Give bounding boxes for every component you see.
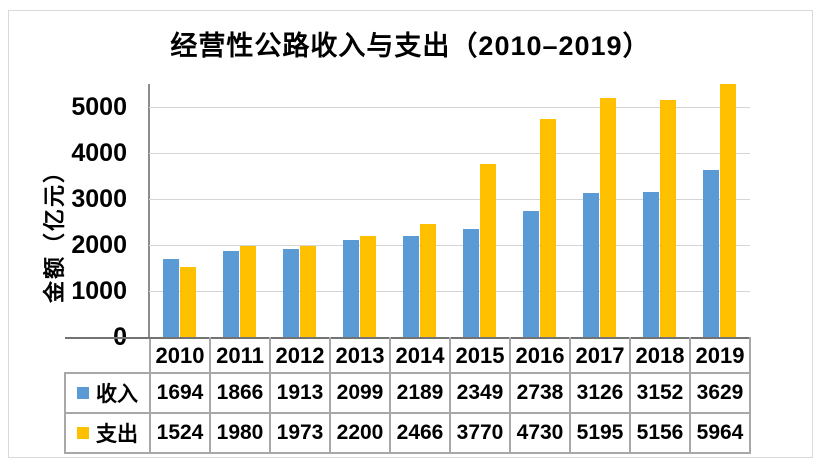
y-tick-2000: 2000 — [71, 231, 127, 259]
bar-expense-2017 — [600, 98, 617, 337]
bar-income-2011 — [222, 251, 239, 337]
value-cell-income-2010: 1694 — [149, 372, 211, 414]
series-name-expense: 支出 — [96, 423, 138, 446]
bar-group-2017 — [570, 84, 630, 337]
value-cell-expense-2011: 1980 — [209, 412, 271, 454]
year-cell-2018: 2018 — [629, 337, 691, 374]
value-cell-expense-2017: 5195 — [569, 412, 631, 454]
year-cell-2019: 2019 — [689, 337, 751, 374]
bar-income-2018 — [643, 192, 660, 337]
gridline-4000 — [149, 153, 750, 154]
value-cell-income-2013: 2099 — [329, 372, 391, 414]
gridline-2000 — [149, 245, 750, 246]
value-cell-income-2019: 3629 — [689, 372, 751, 414]
bar-income-2015 — [463, 228, 480, 337]
year-header-row: 2010 2011 2012 2013 2014 2015 2016 2017 2018 2019 — [65, 337, 751, 374]
value-cell-income-2016: 2738 — [509, 372, 571, 414]
bar-expense-2012 — [299, 246, 316, 337]
bar-group-2014 — [389, 84, 449, 337]
value-cell-expense-2012: 1973 — [269, 412, 331, 454]
bar-expense-2019 — [720, 84, 737, 337]
series-label-wrap-income: 收入 — [66, 378, 149, 408]
bar-expense-2018 — [660, 99, 677, 337]
bar-expense-2011 — [239, 245, 256, 337]
bar-expense-2016 — [540, 119, 557, 337]
y-tick-4000: 4000 — [71, 139, 127, 167]
year-cell-2012: 2012 — [269, 337, 331, 374]
bar-expense-2014 — [419, 223, 436, 337]
value-cell-income-2018: 3152 — [629, 372, 691, 414]
bar-income-2013 — [342, 240, 359, 337]
value-cell-expense-2014: 2466 — [389, 412, 451, 454]
value-cell-expense-2016: 4730 — [509, 412, 571, 454]
year-cell-2013: 2013 — [329, 337, 391, 374]
value-cell-income-2014: 2189 — [389, 372, 451, 414]
value-cell-expense-2015: 3770 — [449, 412, 511, 454]
year-cell-2011: 2011 — [209, 337, 271, 374]
header-spacer-cell — [65, 337, 150, 373]
bar-expense-2010 — [179, 266, 196, 337]
value-cell-expense-2013: 2200 — [329, 412, 391, 454]
value-cell-income-2017: 3126 — [569, 372, 631, 414]
bar-group-2016 — [510, 84, 570, 337]
series-name-income: 收入 — [96, 383, 138, 406]
chart-title: 经营性公路收入与支出（2010–2019） — [170, 31, 651, 61]
gridline-5000 — [149, 107, 750, 108]
bar-group-2015 — [449, 84, 509, 337]
bar-group-2011 — [209, 84, 269, 337]
plot-area — [149, 84, 750, 337]
bar-income-2010 — [162, 259, 179, 337]
y-tick-3000: 3000 — [71, 185, 127, 213]
value-cell-expense-2019: 5964 — [689, 412, 751, 454]
bar-income-2016 — [523, 211, 540, 337]
bar-group-2013 — [329, 84, 389, 337]
bar-income-2014 — [402, 236, 419, 337]
year-cell-2015: 2015 — [449, 337, 511, 374]
bar-income-2012 — [282, 249, 299, 337]
year-cell-2014: 2014 — [389, 337, 451, 374]
value-cell-income-2011: 1866 — [209, 372, 271, 414]
bar-expense-2013 — [359, 235, 376, 337]
value-cell-expense-2018: 5156 — [629, 412, 691, 454]
year-cell-2016: 2016 — [509, 337, 571, 374]
value-cell-income-2012: 1913 — [269, 372, 331, 414]
value-cell-income-2015: 2349 — [449, 372, 511, 414]
bar-expense-2015 — [480, 163, 497, 337]
year-cell-2010: 2010 — [149, 337, 211, 374]
y-tick-1000: 1000 — [71, 277, 127, 305]
y-axis-line — [148, 84, 150, 337]
bar-group-2012 — [269, 84, 329, 337]
series-row-income: 收入 1694 1866 1913 2099 2189 2349 2738 3126 3152 36… — [64, 372, 751, 414]
legend-key-expense-icon — [77, 427, 89, 439]
legend-key-income-icon — [77, 387, 89, 399]
bar-group-2018 — [630, 84, 690, 337]
bar-groups — [149, 84, 750, 337]
series-label-wrap-expense: 支出 — [66, 418, 149, 448]
bar-group-2010 — [149, 84, 209, 337]
year-cell-2017: 2017 — [569, 337, 631, 374]
y-tick-5000: 5000 — [71, 93, 127, 121]
bar-income-2017 — [583, 193, 600, 337]
bar-income-2019 — [703, 170, 720, 337]
gridline-3000 — [149, 199, 750, 200]
bar-group-2019 — [690, 84, 750, 337]
series-row-expense: 支出 1524 1980 1973 2200 2466 3770 4730 5195 5156 59… — [64, 412, 751, 454]
value-cell-expense-2010: 1524 — [149, 412, 211, 454]
series-label-cell-expense: 支出 — [64, 412, 151, 454]
data-table: 2010 2011 2012 2013 2014 2015 2016 2017 2018 2019… — [64, 337, 751, 454]
series-label-cell-income: 收入 — [64, 372, 151, 414]
gridline-1000 — [149, 291, 750, 292]
